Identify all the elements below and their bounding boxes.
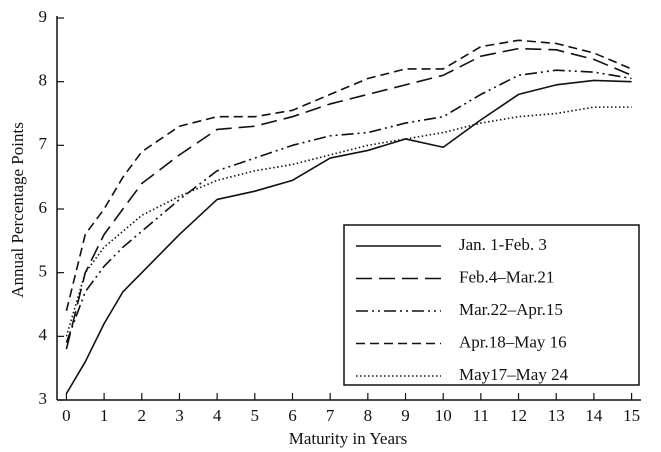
x-tick-label: 10 bbox=[435, 406, 452, 425]
series-line bbox=[65, 47, 632, 350]
x-tick-label: 11 bbox=[473, 406, 489, 425]
x-tick-label: 2 bbox=[138, 406, 147, 425]
x-tick-label: 14 bbox=[585, 406, 603, 425]
x-tick-label: 8 bbox=[364, 406, 373, 425]
x-tick-label: 9 bbox=[401, 406, 410, 425]
x-tick-label: 6 bbox=[288, 406, 297, 425]
x-tick-label: 12 bbox=[510, 406, 527, 425]
y-tick-label: 5 bbox=[39, 262, 48, 281]
legend-label: Mar.22–Apr.15 bbox=[459, 300, 563, 319]
y-axis-title: Annual Percentage Points bbox=[8, 122, 27, 298]
series-line bbox=[65, 79, 632, 395]
x-tick-label: 15 bbox=[623, 406, 640, 425]
x-tick-label: 7 bbox=[326, 406, 335, 425]
x-axis-title: Maturity in Years bbox=[289, 429, 408, 448]
y-tick-label: 6 bbox=[39, 198, 48, 217]
y-tick-label: 8 bbox=[39, 71, 48, 90]
x-tick-label: 3 bbox=[175, 406, 184, 425]
x-tick-label: 0 bbox=[62, 406, 71, 425]
x-tick-label: 5 bbox=[251, 406, 260, 425]
series-line bbox=[65, 106, 632, 337]
x-tick-label: 4 bbox=[213, 406, 222, 425]
legend-label: May17–May 24 bbox=[459, 365, 569, 384]
legend-label: Jan. 1-Feb. 3 bbox=[459, 235, 547, 254]
x-tick-label: 1 bbox=[100, 406, 109, 425]
y-tick-label: 3 bbox=[39, 389, 48, 408]
legend-label: Apr.18–May 16 bbox=[459, 332, 567, 351]
legend-label: Feb.4–Mar.21 bbox=[459, 267, 554, 286]
legend-box bbox=[343, 224, 640, 386]
x-tick-label: 13 bbox=[548, 406, 565, 425]
y-tick-label: 4 bbox=[39, 325, 48, 344]
y-tick-label: 9 bbox=[39, 7, 48, 26]
series-line bbox=[65, 39, 632, 312]
y-tick-label: 7 bbox=[39, 134, 48, 153]
